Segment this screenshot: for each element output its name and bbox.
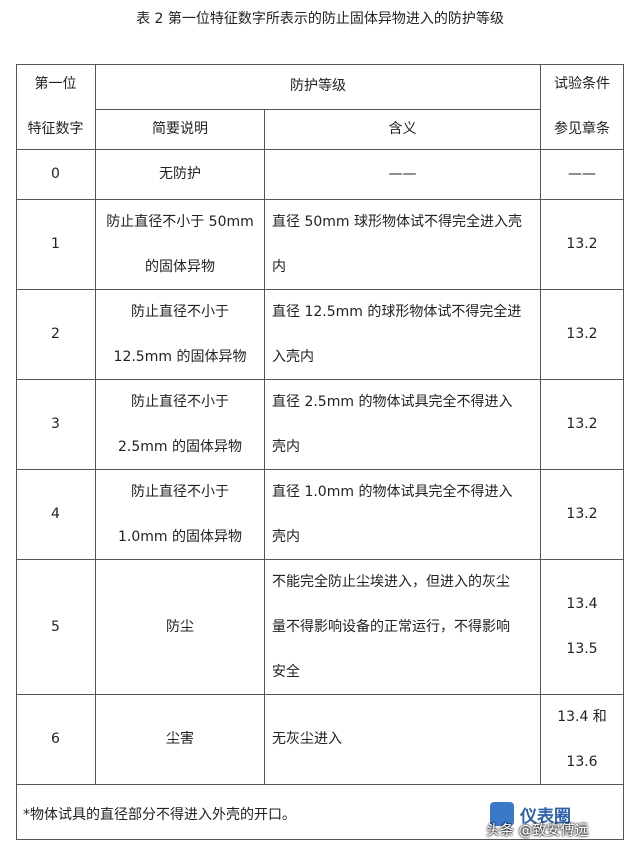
digit-cell: 0 xyxy=(16,150,96,200)
meaning-cell: 直径 2.5mm 的物体试具完全不得进入 壳内 xyxy=(265,380,541,470)
meaning-cell-line: 内 xyxy=(272,258,286,275)
clause-cell-line: 13.5 xyxy=(566,641,598,657)
header-digit: 第一位 特征数字 xyxy=(16,64,96,150)
header-meaning-text: 含义 xyxy=(388,121,417,137)
brief-cell: 尘害 xyxy=(96,695,265,785)
meaning-cell: 不能完全防止尘埃进入，但进入的灰尘 量不得影响设备的正常运行，不得影响 安全 xyxy=(265,560,541,695)
brief-cell-line: 防尘 xyxy=(166,618,194,635)
clause-cell-line: 13.4 和 xyxy=(557,708,607,725)
brief-cell: 无防护 xyxy=(96,150,265,200)
meaning-cell-line: 无灰尘进入 xyxy=(272,731,342,747)
header-protection-text: 防护等级 xyxy=(290,78,346,94)
meaning-cell-line: 直径 2.5mm 的物体试具完全不得进入 xyxy=(272,393,513,410)
digit-cell: 3 xyxy=(16,380,96,470)
clause-cell-line: —— xyxy=(568,166,596,182)
digit-cell: 1 xyxy=(16,200,96,290)
brief-cell-line: 无防护 xyxy=(159,166,201,182)
clause-cell: 13.2 xyxy=(541,290,624,380)
brief-cell: 防止直径不小于 12.5mm 的固体异物 xyxy=(96,290,265,380)
brief-cell-line: 尘害 xyxy=(166,731,194,747)
header-protection: 防护等级 xyxy=(96,64,541,110)
meaning-cell-line: 直径 1.0mm 的物体试具完全不得进入 xyxy=(272,483,513,500)
header-clause-line: 试验条件 xyxy=(554,75,610,92)
meaning-cell-line: 壳内 xyxy=(272,528,300,545)
meaning-cell: 无灰尘进入 xyxy=(265,695,541,785)
meaning-cell-line: 安全 xyxy=(272,663,300,680)
header-clause-line: 参见章条 xyxy=(554,120,610,137)
clause-cell-line: 13.2 xyxy=(566,236,598,252)
table-frame xyxy=(16,64,624,840)
header-meaning: 含义 xyxy=(265,110,541,150)
meaning-cell-line: 壳内 xyxy=(272,438,300,455)
brief-cell-line: 防止直径不小于 50mm xyxy=(106,213,254,230)
brief-cell-line: 12.5mm 的固体异物 xyxy=(113,348,247,365)
header-brief: 简要说明 xyxy=(96,110,265,150)
clause-cell: 13.2 xyxy=(541,470,624,560)
clause-cell: —— xyxy=(541,150,624,200)
digit-cell-text: 2 xyxy=(51,326,60,342)
digit-cell-text: 4 xyxy=(51,506,60,522)
brief-cell: 防止直径不小于 50mm 的固体异物 xyxy=(96,200,265,290)
digit-cell: 2 xyxy=(16,290,96,380)
meaning-cell: 直径 1.0mm 的物体试具完全不得进入 壳内 xyxy=(265,470,541,560)
digit-cell-text: 6 xyxy=(51,731,60,747)
meaning-cell-line: 直径 50mm 球形物体试不得完全进入壳 xyxy=(272,213,522,230)
table-title: 表 2 第一位特征数字所表示的防止固体异物进入的防护等级 xyxy=(136,11,504,27)
digit-cell: 4 xyxy=(16,470,96,560)
meaning-cell-line: 不能完全防止尘埃进入，但进入的灰尘 xyxy=(272,573,510,590)
meaning-cell-line: —— xyxy=(388,166,417,182)
brief-cell-line: 2.5mm 的固体异物 xyxy=(118,438,242,455)
footnote-text: *物体试具的直径部分不得进入外壳的开口。 xyxy=(23,807,296,823)
watermark-credit: 头条 @致安傅远 xyxy=(486,823,589,839)
clause-cell: 13.4 和 13.6 xyxy=(541,695,624,785)
digit-cell-text: 1 xyxy=(51,236,60,252)
meaning-cell-line: 量不得影响设备的正常运行，不得影响 xyxy=(272,618,510,635)
clause-cell-line: 13.2 xyxy=(566,326,598,342)
brief-cell-line: 防止直径不小于 xyxy=(131,483,229,500)
clause-cell: 13.4 13.5 xyxy=(541,560,624,695)
clause-cell: 13.2 xyxy=(541,200,624,290)
digit-cell: 6 xyxy=(16,695,96,785)
header-brief-text: 简要说明 xyxy=(152,121,208,137)
brief-cell-line: 防止直径不小于 xyxy=(131,303,229,320)
brief-cell: 防止直径不小于 2.5mm 的固体异物 xyxy=(96,380,265,470)
brief-cell: 防止直径不小于 1.0mm 的固体异物 xyxy=(96,470,265,560)
header-digit-line: 特征数字 xyxy=(27,120,84,137)
clause-cell: 13.2 xyxy=(541,380,624,470)
meaning-cell: —— xyxy=(265,150,541,200)
clause-cell-line: 13.4 xyxy=(566,596,598,612)
watermark-logo: 仪表圈 xyxy=(520,807,571,827)
digit-cell-text: 3 xyxy=(51,416,60,432)
brief-cell-line: 的固体异物 xyxy=(145,258,215,275)
clause-cell-line: 13.2 xyxy=(566,506,598,522)
clause-cell-line: 13.6 xyxy=(566,753,598,770)
meaning-cell: 直径 50mm 球形物体试不得完全进入壳内 xyxy=(265,200,541,290)
header-clause: 试验条件 参见章条 xyxy=(541,64,624,150)
brief-cell: 防尘 xyxy=(96,560,265,695)
watermark: 仪表圈 头条 @致安傅远 xyxy=(486,800,630,840)
logo-icon xyxy=(490,802,514,826)
digit-cell: 5 xyxy=(16,560,96,695)
meaning-cell: 直径 12.5mm 的球形物体试不得完全进 入壳内 xyxy=(265,290,541,380)
header-digit-line: 第一位 xyxy=(34,75,77,92)
brief-cell-line: 防止直径不小于 xyxy=(131,393,229,410)
brief-cell-line: 1.0mm 的固体异物 xyxy=(118,528,242,545)
footnote: *物体试具的直径部分不得进入外壳的开口。 xyxy=(16,785,624,840)
meaning-cell-line: 直径 12.5mm 的球形物体试不得完全进 xyxy=(272,303,522,320)
digit-cell-text: 5 xyxy=(51,618,60,635)
meaning-cell-line: 入壳内 xyxy=(272,348,314,365)
digit-cell-text: 0 xyxy=(51,166,60,182)
clause-cell-line: 13.2 xyxy=(566,416,598,432)
